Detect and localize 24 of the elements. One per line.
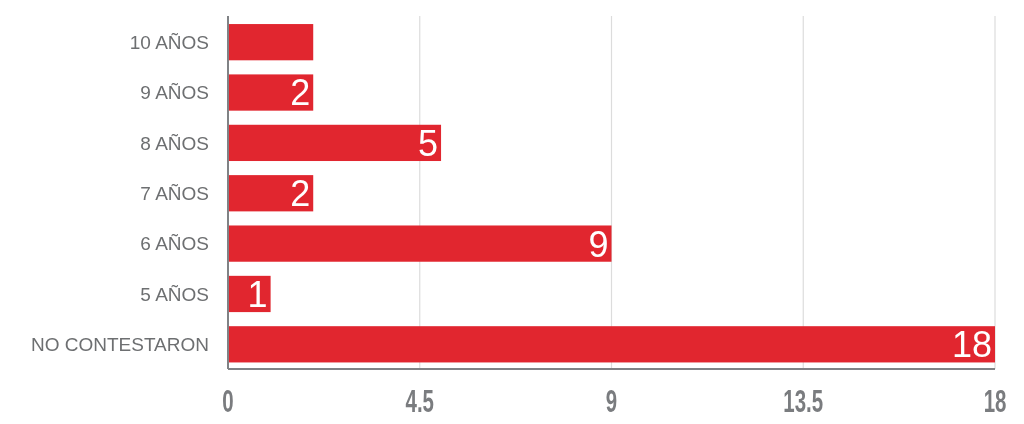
data-label: 5 bbox=[418, 122, 439, 164]
y-tick-label: 7 AÑOS bbox=[140, 183, 209, 205]
data-label: 18 bbox=[951, 324, 992, 366]
y-tick-label: NO CONTESTARON bbox=[30, 334, 209, 356]
y-tick-label: 5 AÑOS bbox=[140, 283, 209, 305]
y-tick-label: 8 AÑOS bbox=[140, 132, 209, 154]
x-tick-label: 9 bbox=[605, 383, 618, 420]
x-tick-label: 13.5 bbox=[783, 383, 824, 420]
bar bbox=[228, 124, 442, 162]
bar bbox=[228, 326, 995, 363]
x-tick-label: 4.5 bbox=[405, 383, 434, 420]
data-label: 2 bbox=[290, 173, 311, 215]
bar bbox=[228, 225, 612, 262]
bar bbox=[228, 24, 314, 61]
y-tick-label: 10 AÑOS bbox=[129, 32, 209, 54]
y-tick-label: 9 AÑOS bbox=[140, 82, 209, 104]
x-tick-label: 18 bbox=[983, 383, 1007, 420]
data-label: 1 bbox=[247, 273, 268, 315]
y-tick-label: 6 AÑOS bbox=[140, 233, 209, 255]
x-tick-label: 0 bbox=[222, 383, 234, 420]
bar bbox=[228, 175, 314, 212]
bar bbox=[228, 74, 314, 111]
data-label: 9 bbox=[588, 223, 609, 265]
data-label: 2 bbox=[290, 72, 311, 114]
